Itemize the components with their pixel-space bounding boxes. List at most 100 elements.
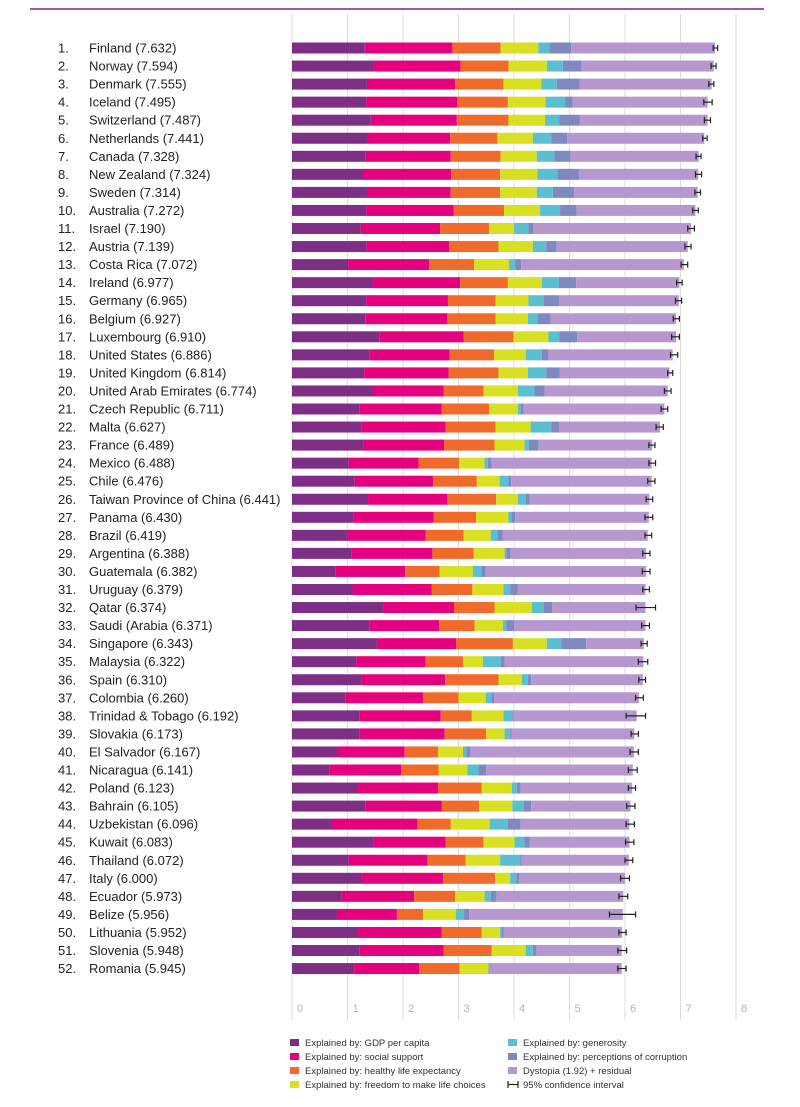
bar-row	[292, 78, 715, 90]
rank-label: 36.	[58, 672, 76, 687]
bar-segment-health	[441, 800, 480, 812]
confidence-interval	[619, 875, 631, 882]
confidence-interval	[640, 640, 648, 647]
bar-segment-social	[367, 132, 451, 144]
bar-segment-gdp	[292, 493, 369, 505]
legend: Explained by: GDP per capita Explained by…	[290, 1038, 687, 1091]
bar-segment-dystopia	[520, 782, 633, 794]
rank-label: 27.	[58, 510, 76, 525]
bar-row	[292, 602, 657, 614]
bar-segment-dystopia	[491, 457, 652, 469]
bar-row	[292, 367, 674, 379]
bar-segment-gdp	[292, 547, 352, 559]
country-label: United Kingdom (6.814)	[89, 365, 226, 380]
confidence-interval	[627, 785, 637, 792]
rank-label: 28.	[58, 528, 76, 543]
legend-item-corruption: Explained by: perceptions of corruption	[508, 1052, 687, 1063]
rank-label: 49.	[58, 907, 76, 922]
confidence-interval	[618, 893, 629, 900]
bar-segment-social	[376, 638, 457, 650]
bar-segment-corruption	[551, 421, 559, 433]
confidence-interval	[694, 171, 703, 178]
rank-label: 15.	[58, 293, 76, 308]
bar-segment-generosity	[546, 60, 563, 72]
bar-segment-gdp	[292, 963, 355, 975]
rank-label: 52.	[58, 961, 76, 976]
bar-segment-health	[440, 710, 472, 722]
bar-segment-dystopia	[520, 818, 630, 830]
x-tick-label: 1	[353, 1003, 359, 1015]
bar-segment-freedom	[494, 349, 526, 361]
bar-segment-dystopia	[529, 493, 650, 505]
bar-segment-health	[443, 385, 484, 397]
bar-segment-social	[366, 78, 456, 90]
bar-row	[292, 493, 654, 505]
bar-segment-freedom	[498, 674, 522, 686]
rank-label: 31.	[58, 582, 76, 597]
country-label: Qatar (6.374)	[89, 600, 166, 615]
bar-segment-corruption	[497, 529, 503, 541]
rank-label: 43.	[58, 799, 76, 814]
bar-segment-corruption	[534, 385, 545, 397]
bar-segment-corruption	[559, 114, 580, 126]
confidence-interval	[674, 297, 683, 304]
country-label: Ireland (6.977)	[89, 275, 174, 290]
bar-segment-health	[455, 78, 504, 90]
bar-segment-corruption	[525, 493, 530, 505]
rank-label: 44.	[58, 817, 76, 832]
confidence-interval	[625, 821, 636, 828]
legend-label: Explained by: perceptions of corruption	[523, 1052, 687, 1063]
bar-segment-dystopia	[544, 385, 668, 397]
country-label: Costa Rica (7.072)	[89, 257, 197, 272]
bar-segment-generosity	[517, 403, 521, 415]
confidence-interval	[694, 189, 702, 196]
legend-swatch	[290, 1081, 299, 1088]
confidence-interval	[676, 279, 683, 286]
confidence-interval	[671, 333, 680, 340]
bar-segment-health	[457, 96, 508, 108]
country-label: United States (6.886)	[89, 347, 212, 362]
legend-item-dystopia: Dystopia (1.92) + residual	[508, 1066, 632, 1077]
country-label: France (6.489)	[89, 438, 174, 453]
bar-segment-social	[360, 223, 441, 234]
bar-segment-social	[365, 313, 448, 325]
bar-segment-dystopia	[552, 602, 646, 614]
bar-segment-gdp	[292, 204, 367, 216]
rank-label: 19.	[58, 365, 76, 380]
bar-segment-generosity	[504, 547, 507, 559]
rank-label: 46.	[58, 853, 76, 868]
bar-segment-freedom	[472, 584, 504, 595]
bar-segment-social	[366, 295, 448, 307]
bar-segment-health	[418, 457, 460, 469]
bar-segment-dystopia	[510, 547, 647, 559]
bar-segment-freedom	[489, 403, 518, 415]
rank-label: 39.	[58, 726, 76, 741]
legend-item-gdp: Explained by: GDP per capita	[290, 1038, 430, 1049]
bar-segment-gdp	[292, 854, 349, 866]
x-tick-label: 3	[464, 1003, 470, 1015]
bar-segment-freedom	[459, 963, 489, 975]
confidence-interval	[641, 568, 651, 575]
bar-segment-health	[404, 746, 438, 758]
rank-label: 30.	[58, 564, 76, 579]
bar-row	[292, 854, 634, 866]
bar-row	[292, 114, 712, 126]
bar-segment-dystopia	[470, 746, 634, 758]
bar-row	[292, 908, 637, 920]
bar-segment-health	[450, 132, 498, 144]
bar-segment-social	[361, 421, 446, 433]
confidence-interval	[626, 803, 636, 810]
country-labels: 1. Finland (7.632) 2. Norway (7.594) 3. Denma…	[58, 41, 281, 977]
bar-segment-dystopia	[515, 511, 649, 523]
bar-segment-gdp	[292, 313, 366, 325]
bar-segment-social	[331, 818, 418, 830]
bar-row	[292, 963, 627, 975]
bar-segment-health	[447, 493, 497, 505]
bar-segment-health	[451, 168, 501, 180]
bar-segment-freedom	[513, 331, 549, 343]
confidence-interval	[703, 117, 712, 124]
bar-segment-dystopia	[521, 259, 684, 271]
x-tick-label: 0	[297, 1003, 303, 1015]
country-label: Colombia (6.260)	[89, 690, 189, 705]
x-tick-label: 5	[575, 1003, 581, 1015]
